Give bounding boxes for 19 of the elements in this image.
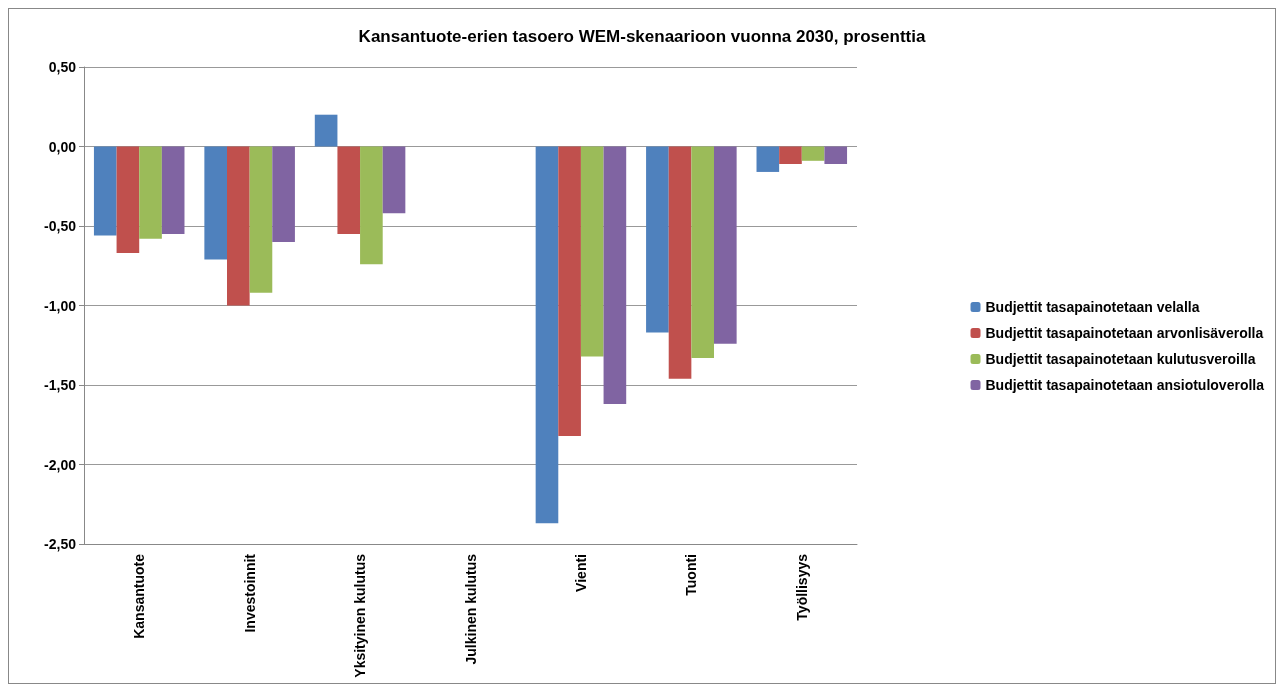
x-tick-label: Vienti [572, 554, 589, 592]
legend-label: Budjettit tasapainotetaan arvonlisäverolla [985, 325, 1264, 341]
legend-label: Budjettit tasapainotetaan kulutusveroilla [985, 351, 1256, 367]
x-tick-label: Julkinen kulutus [462, 553, 479, 665]
x-tick-label: Työllisyys [793, 553, 810, 621]
y-tick-label: 0,00 [48, 138, 77, 155]
x-tick-label: Kansantuote [131, 553, 148, 639]
x-tick-label: Tuonti [683, 554, 700, 596]
x-tick-label: Yksityinen kulutus [352, 553, 369, 678]
y-tick-label: -1,50 [44, 377, 77, 393]
y-tick-label: 0,50 [48, 59, 77, 75]
y-tick-label: -0,50 [44, 218, 77, 234]
y-tick-label: -2,00 [44, 456, 77, 473]
y-tick-label: -1,00 [44, 297, 77, 314]
legend-label: Budjettit tasapainotetaan velalla [985, 299, 1200, 315]
legend-label: Budjettit tasapainotetaan ansiotuloverolla [985, 377, 1265, 393]
x-tick-label: Investoinnit [241, 553, 258, 633]
y-tick-label: -2,50 [44, 536, 77, 552]
chart-title: Kansantuote-erien tasoero WEM-skenaarioon vuonna 2030, prosenttia [358, 27, 926, 46]
